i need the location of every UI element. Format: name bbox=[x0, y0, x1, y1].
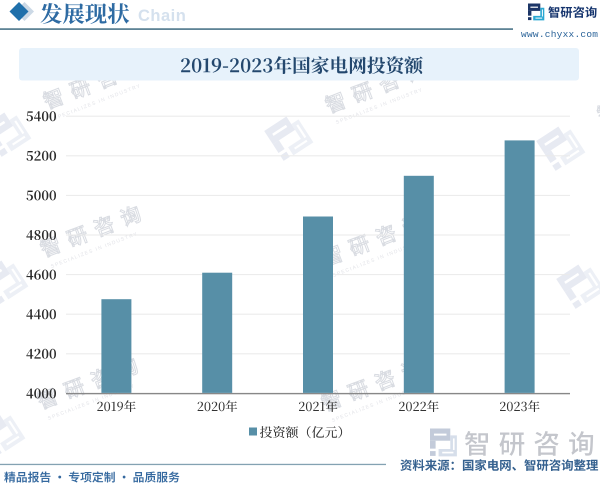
svg-text:www.chyxx.com: www.chyxx.com bbox=[521, 29, 598, 40]
svg-text:Chain: Chain bbox=[138, 7, 186, 25]
